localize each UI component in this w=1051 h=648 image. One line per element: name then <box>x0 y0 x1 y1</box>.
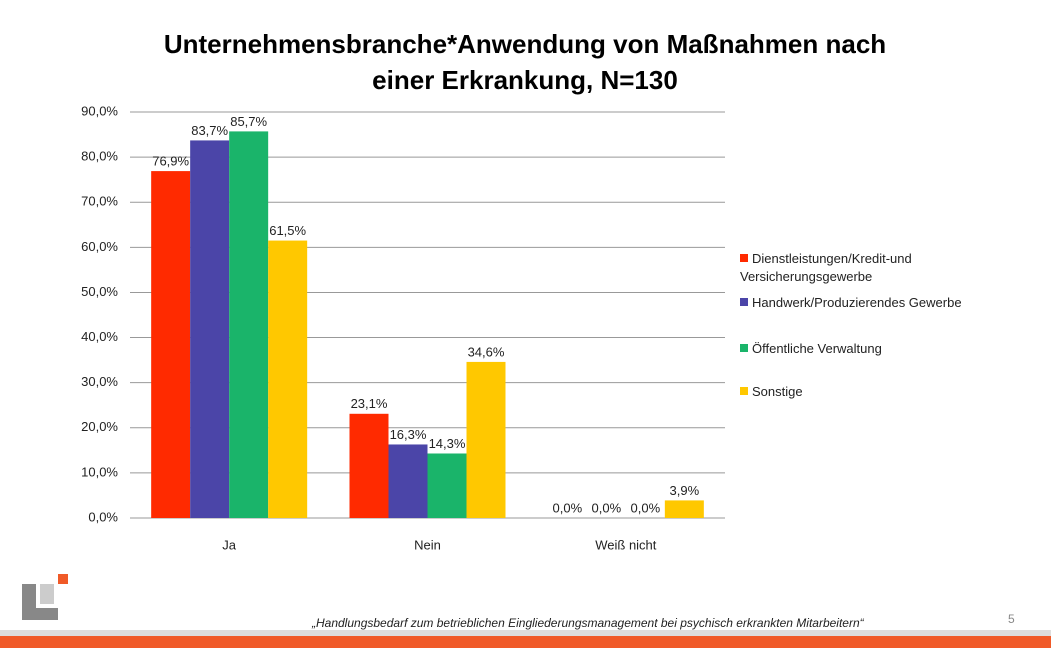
chart-title: Unternehmensbranche*Anwendung von Maßnah… <box>163 29 887 95</box>
y-tick-label: 10,0% <box>81 464 118 479</box>
legend-label: Dienstleistungen/Kredit-und Versicherung… <box>740 251 912 284</box>
y-tick-label: 20,0% <box>81 419 118 434</box>
value-label: 76,9% <box>152 154 189 169</box>
bar <box>268 240 308 519</box>
y-tick-label: 60,0% <box>81 239 118 254</box>
x-tick-label: Weiß nicht <box>595 537 657 552</box>
value-label: 3,9% <box>670 483 700 498</box>
y-tick-label: 0,0% <box>88 509 118 524</box>
legend-label: Handwerk/Produzierendes Gewerbe <box>752 295 962 310</box>
value-label: 0,0% <box>592 500 622 515</box>
page-number: 5 <box>1008 612 1015 626</box>
bar <box>229 131 269 519</box>
y-tick-label: 40,0% <box>81 329 118 344</box>
logo <box>22 608 58 620</box>
value-label: 14,3% <box>429 436 466 451</box>
value-label: 85,7% <box>230 114 267 129</box>
legend-swatch <box>740 344 748 352</box>
footer-bar <box>0 636 1051 648</box>
bar <box>349 413 389 518</box>
x-tick-label: Ja <box>222 537 237 552</box>
value-label: 83,7% <box>191 123 228 138</box>
value-label: 16,3% <box>390 427 427 442</box>
bar <box>151 171 191 518</box>
value-label: 23,1% <box>351 396 388 411</box>
bar <box>388 444 428 518</box>
footer-line <box>0 630 1051 636</box>
bar <box>664 500 704 518</box>
footer-citation: „Handlungsbedarf zum betrieblichen Eingl… <box>312 616 864 630</box>
bar <box>466 361 506 518</box>
legend-swatch <box>740 387 748 395</box>
legend-item: Sonstige <box>740 383 970 401</box>
x-tick-label: Nein <box>414 537 441 552</box>
legend-swatch <box>740 254 748 262</box>
legend-swatch <box>740 298 748 306</box>
legend-label: Öffentliche Verwaltung <box>752 341 882 356</box>
value-label: 0,0% <box>631 500 661 515</box>
legend-label: Sonstige <box>752 384 803 399</box>
bar <box>427 453 467 518</box>
y-tick-label: 70,0% <box>81 194 118 209</box>
value-label: 34,6% <box>468 344 505 359</box>
legend-item: Dienstleistungen/Kredit-und Versicherung… <box>740 250 970 286</box>
y-tick-label: 50,0% <box>81 284 118 299</box>
logo <box>58 574 68 584</box>
y-tick-label: 30,0% <box>81 374 118 389</box>
bar <box>190 140 230 519</box>
legend-item: Öffentliche Verwaltung <box>740 340 970 358</box>
logo <box>40 584 54 604</box>
y-tick-label: 90,0% <box>81 103 118 118</box>
value-label: 61,5% <box>269 223 306 238</box>
legend-item: Handwerk/Produzierendes Gewerbe <box>740 294 970 312</box>
value-label: 0,0% <box>553 500 583 515</box>
y-tick-label: 80,0% <box>81 149 118 164</box>
